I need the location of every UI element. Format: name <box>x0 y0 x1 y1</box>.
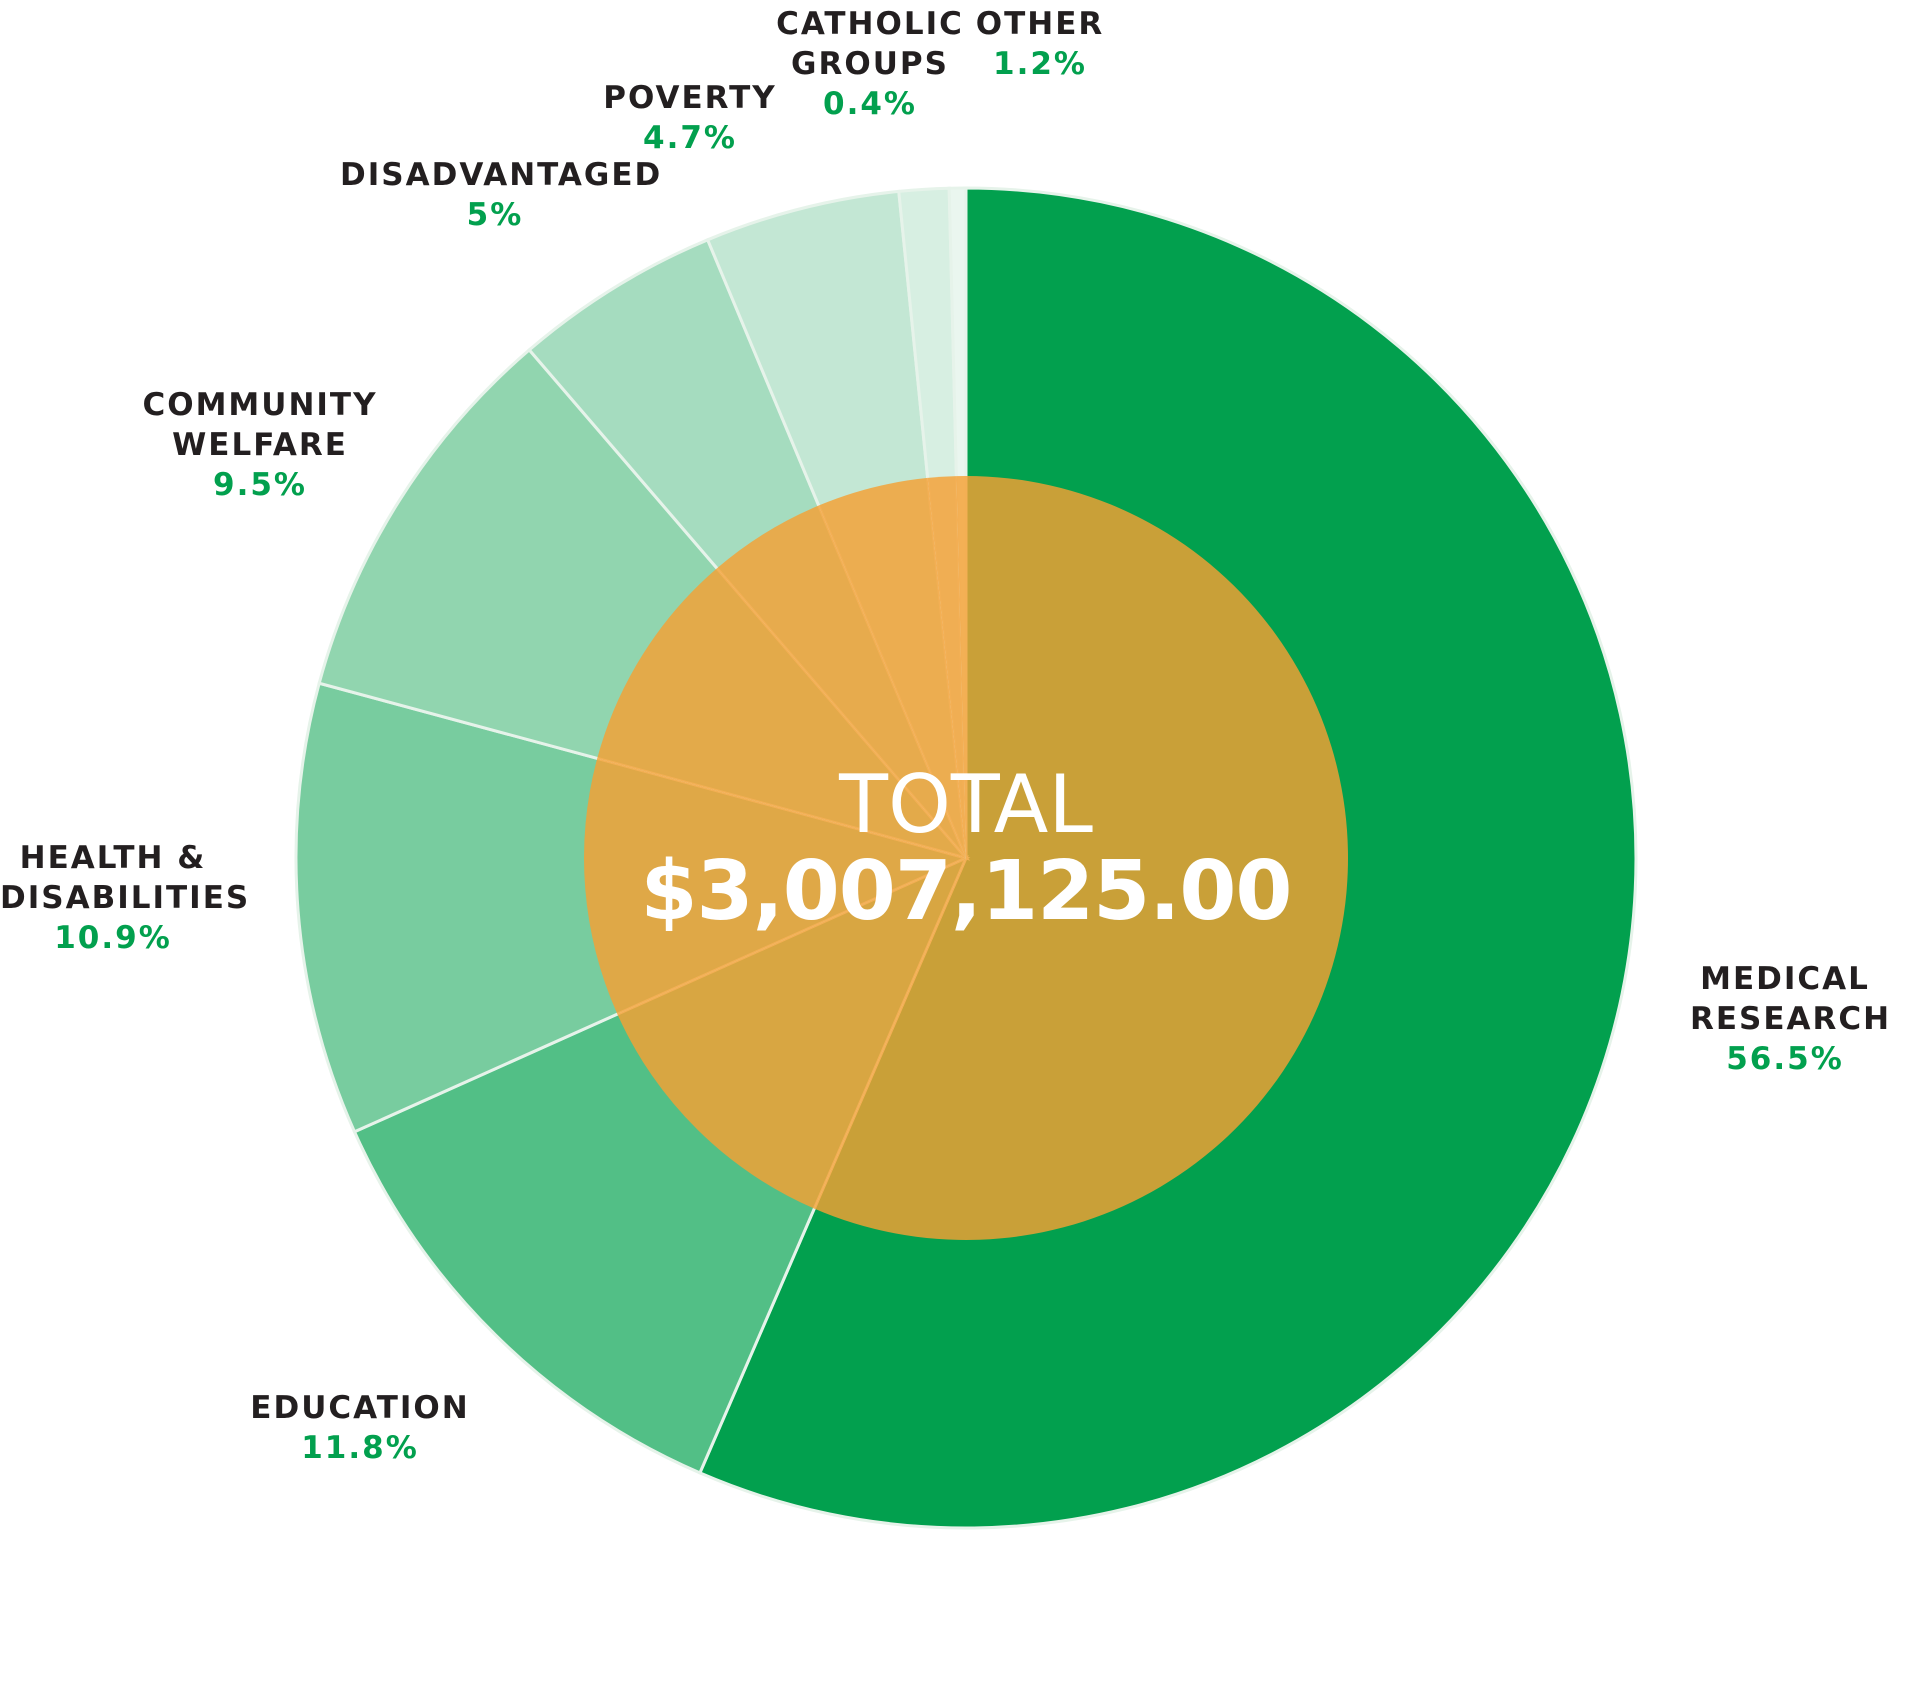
slice-label-community-welfare: COMMUNITY WELFARE 9.5% <box>140 385 380 505</box>
inner-slice-disadvantaged <box>717 505 966 858</box>
inner-slice-poverty <box>818 477 966 858</box>
inner-slice-health <box>583 758 966 1015</box>
inner-slice-community <box>597 568 966 858</box>
slice-label-other: OTHER 1.2% <box>960 4 1120 84</box>
slice-label-poverty: POVERTY 4.7% <box>590 78 790 158</box>
inner-slice-medical <box>814 475 1349 1240</box>
slice-name: GROUPS <box>791 46 949 82</box>
slice-label-disadvantaged: DISADVANTAGED 5% <box>340 155 663 235</box>
slice-name: POVERTY <box>603 80 777 116</box>
slice-name: COMMUNITY <box>142 387 378 423</box>
center-total-amount: $3,007,125.00 <box>640 844 1292 939</box>
slice-label-education: EDUCATION 11.8% <box>240 1388 480 1468</box>
slice-percent: 9.5% <box>213 467 307 503</box>
slice-name: HEALTH & <box>19 840 207 876</box>
slice-name: DISABILITIES <box>0 880 251 916</box>
slice-percent: 1.2% <box>993 46 1087 82</box>
slice-name: OTHER <box>975 6 1105 42</box>
inner-slice-catholic <box>956 476 966 858</box>
slice-percent: 11.8% <box>301 1430 419 1466</box>
slice-percent: 4.7% <box>643 120 737 156</box>
slice-name: EDUCATION <box>250 1390 470 1426</box>
inner-slice-education <box>617 858 966 1209</box>
slice-label-catholic-groups: CATHOLIC GROUPS 0.4% <box>770 4 970 124</box>
slice-label-health-disabilities: HEALTH & DISABILITIES 10.9% <box>0 838 251 958</box>
slice-percent: 56.5% <box>1726 1041 1844 1077</box>
center-total-title: TOTAL <box>839 758 1093 851</box>
slice-name: DISADVANTAGED <box>340 157 663 193</box>
slice-name: RESEARCH <box>1690 1001 1892 1037</box>
inner-slices <box>583 475 1349 1240</box>
slice-label-medical-research: MEDICAL RESEARCH 56.5% <box>1690 959 1892 1079</box>
slice-percent: 0.4% <box>823 86 917 122</box>
slice-name: WELFARE <box>172 427 348 463</box>
slice-percent: 5% <box>466 197 524 233</box>
slice-name: CATHOLIC <box>776 6 964 42</box>
slice-name: MEDICAL <box>1700 961 1870 997</box>
slice-percent: 10.9% <box>54 920 172 956</box>
inner-slice-other <box>927 476 966 858</box>
